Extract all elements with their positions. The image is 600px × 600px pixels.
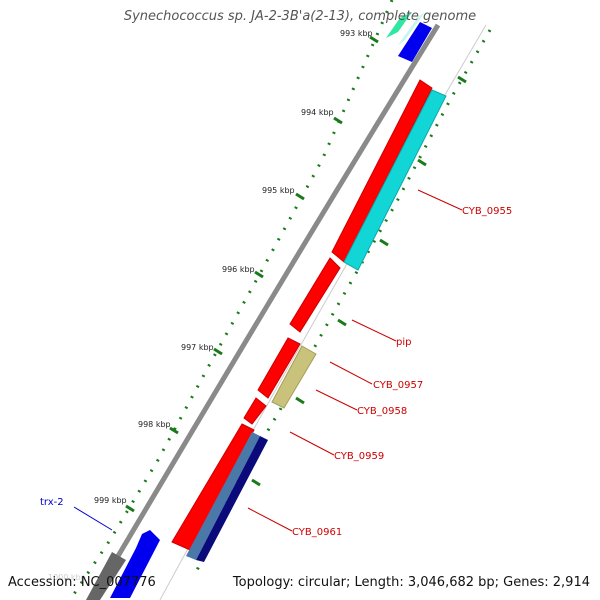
gene-label[interactable]: CYB_0959 <box>334 451 384 462</box>
gene-label[interactable]: trx-2 <box>40 497 64 508</box>
gene-red-4[interactable] <box>243 397 267 425</box>
gene-blue-bottom[interactable] <box>110 530 160 598</box>
scale-label: 994 kbp <box>301 108 334 117</box>
gene-red-3[interactable] <box>257 337 301 399</box>
scale-label: 995 kbp <box>262 186 295 195</box>
scale-label: 996 kbp <box>222 265 255 274</box>
major-ticks <box>125 35 467 513</box>
gene-red-2[interactable] <box>289 257 341 333</box>
gene-label[interactable]: CYB_0955 <box>462 206 512 217</box>
scale-label: 997 kbp <box>181 343 214 352</box>
gene-cyan[interactable] <box>343 89 447 271</box>
genome-summary-text: Topology: circular; Length: 3,046,682 bp… <box>232 575 590 590</box>
gene-label[interactable]: CYB_0958 <box>357 406 407 417</box>
outer-tick-ring <box>68 0 394 600</box>
scale-label: 998 kbp <box>138 420 171 429</box>
gene-steel[interactable] <box>186 432 260 560</box>
map-title: Synechococcus sp. JA-2-3B'a(2-13), compl… <box>123 9 477 24</box>
accession-text: Accession: NC_007776 <box>8 575 156 590</box>
scale-label: 993 kbp <box>340 29 373 38</box>
gene-blue-top[interactable] <box>398 22 432 62</box>
gene-green[interactable] <box>386 12 412 38</box>
gene-light[interactable] <box>398 12 425 45</box>
gene-gray[interactable] <box>86 552 126 600</box>
scale-label: 1000 kbp <box>48 573 86 582</box>
genome-backbone <box>89 23 441 600</box>
gene-label[interactable]: CYB_0957 <box>373 380 423 391</box>
gene-navy[interactable] <box>196 436 268 562</box>
gene-label[interactable]: pip <box>396 337 411 348</box>
gene-label-leaders <box>73 189 463 532</box>
gene-label[interactable]: CYB_0961 <box>292 527 342 538</box>
gene-khaki[interactable] <box>271 345 317 409</box>
scale-label: 999 kbp <box>94 496 127 505</box>
